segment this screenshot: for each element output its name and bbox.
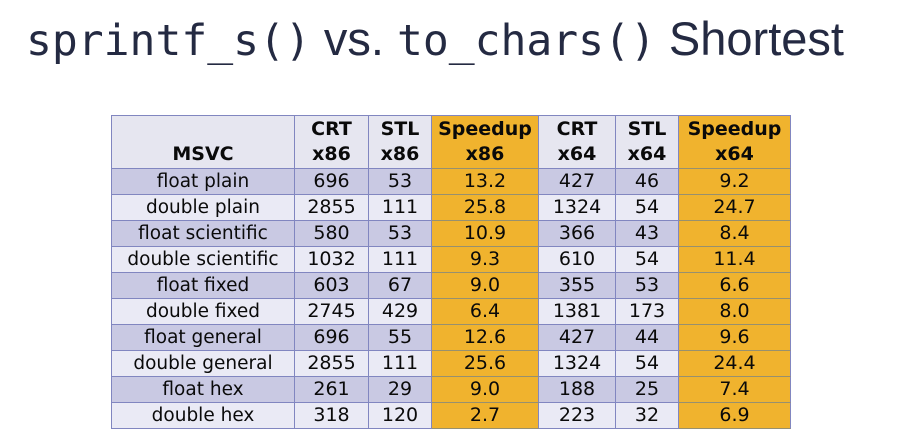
row-label: double general [112, 351, 295, 377]
value-cell: 366 [539, 221, 616, 247]
value-cell: 223 [539, 403, 616, 429]
title-code-sprintf: sprintf_s() [26, 16, 311, 66]
value-cell: 111 [369, 247, 432, 273]
value-cell: 429 [369, 299, 432, 325]
title-vs: vs. [310, 12, 397, 65]
speedup-cell: 9.0 [432, 273, 539, 299]
table-row: float plain 696 53 13.2 427 46 9.2 [112, 169, 791, 195]
column-header-crt-x64: CRT x64 [539, 116, 616, 169]
value-cell: 53 [616, 273, 679, 299]
value-cell: 610 [539, 247, 616, 273]
speedup-cell: 7.4 [679, 377, 791, 403]
value-cell: 43 [616, 221, 679, 247]
speedup-cell: 9.6 [679, 325, 791, 351]
value-cell: 53 [369, 221, 432, 247]
value-cell: 1324 [539, 195, 616, 221]
value-cell: 603 [295, 273, 369, 299]
speedup-cell: 8.4 [679, 221, 791, 247]
speedup-cell: 2.7 [432, 403, 539, 429]
table-row: float fixed 603 67 9.0 355 53 6.6 [112, 273, 791, 299]
speedup-cell: 9.0 [432, 377, 539, 403]
column-header-stl-x86: STL x86 [369, 116, 432, 169]
header-row: MSVC CRT x86 STL x86 Speedup x86 CRT x64 STL… [112, 116, 791, 169]
speedup-cell: 6.9 [679, 403, 791, 429]
table-row: float general 696 55 12.6 427 44 9.6 [112, 325, 791, 351]
corner-header-msvc: MSVC [112, 116, 295, 169]
value-cell: 54 [616, 247, 679, 273]
value-cell: 44 [616, 325, 679, 351]
value-cell: 696 [295, 169, 369, 195]
value-cell: 46 [616, 169, 679, 195]
speedup-cell: 11.4 [679, 247, 791, 273]
value-cell: 54 [616, 351, 679, 377]
table-row: double general 2855 111 25.6 1324 54 24.… [112, 351, 791, 377]
value-cell: 696 [295, 325, 369, 351]
row-label: float hex [112, 377, 295, 403]
value-cell: 2855 [295, 195, 369, 221]
value-cell: 1032 [295, 247, 369, 273]
column-header-speedup-x64: Speedup x64 [679, 116, 791, 169]
table-row: double hex 318 120 2.7 223 32 6.9 [112, 403, 791, 429]
speedup-cell: 24.7 [679, 195, 791, 221]
column-header-speedup-x86: Speedup x86 [432, 116, 539, 169]
value-cell: 55 [369, 325, 432, 351]
speedup-cell: 13.2 [432, 169, 539, 195]
value-cell: 173 [616, 299, 679, 325]
table-row: double scientific 1032 111 9.3 610 54 11… [112, 247, 791, 273]
value-cell: 111 [369, 351, 432, 377]
value-cell: 54 [616, 195, 679, 221]
row-label: float general [112, 325, 295, 351]
row-label: float fixed [112, 273, 295, 299]
row-label: double plain [112, 195, 295, 221]
value-cell: 2745 [295, 299, 369, 325]
table-row: float hex 261 29 9.0 188 25 7.4 [112, 377, 791, 403]
speedup-cell: 8.0 [679, 299, 791, 325]
speedup-cell: 24.4 [679, 351, 791, 377]
value-cell: 111 [369, 195, 432, 221]
table-row: double fixed 2745 429 6.4 1381 173 8.0 [112, 299, 791, 325]
table-row: double plain 2855 111 25.8 1324 54 24.7 [112, 195, 791, 221]
value-cell: 25 [616, 377, 679, 403]
speedup-cell: 9.3 [432, 247, 539, 273]
value-cell: 355 [539, 273, 616, 299]
speedup-cell: 10.9 [432, 221, 539, 247]
value-cell: 427 [539, 325, 616, 351]
row-label: float plain [112, 169, 295, 195]
column-header-crt-x86: CRT x86 [295, 116, 369, 169]
value-cell: 120 [369, 403, 432, 429]
value-cell: 32 [616, 403, 679, 429]
value-cell: 1381 [539, 299, 616, 325]
value-cell: 188 [539, 377, 616, 403]
table-row: float scientific 580 53 10.9 366 43 8.4 [112, 221, 791, 247]
speedup-cell: 6.6 [679, 273, 791, 299]
row-label: double fixed [112, 299, 295, 325]
value-cell: 580 [295, 221, 369, 247]
value-cell: 1324 [539, 351, 616, 377]
speedup-cell: 6.4 [432, 299, 539, 325]
value-cell: 318 [295, 403, 369, 429]
page-title: sprintf_s() vs. to_chars() Shortest [26, 8, 844, 72]
speedup-cell: 9.2 [679, 169, 791, 195]
value-cell: 261 [295, 377, 369, 403]
column-header-stl-x64: STL x64 [616, 116, 679, 169]
title-suffix: Shortest [655, 12, 844, 65]
title-code-tochars: to_chars() [396, 16, 656, 66]
value-cell: 2855 [295, 351, 369, 377]
speedup-cell: 25.6 [432, 351, 539, 377]
value-cell: 427 [539, 169, 616, 195]
row-label: float scientific [112, 221, 295, 247]
row-label: double scientific [112, 247, 295, 273]
value-cell: 29 [369, 377, 432, 403]
benchmark-table: MSVC CRT x86 STL x86 Speedup x86 CRT x64 STL… [111, 115, 791, 429]
row-label: double hex [112, 403, 295, 429]
value-cell: 53 [369, 169, 432, 195]
speedup-cell: 12.6 [432, 325, 539, 351]
value-cell: 67 [369, 273, 432, 299]
speedup-cell: 25.8 [432, 195, 539, 221]
